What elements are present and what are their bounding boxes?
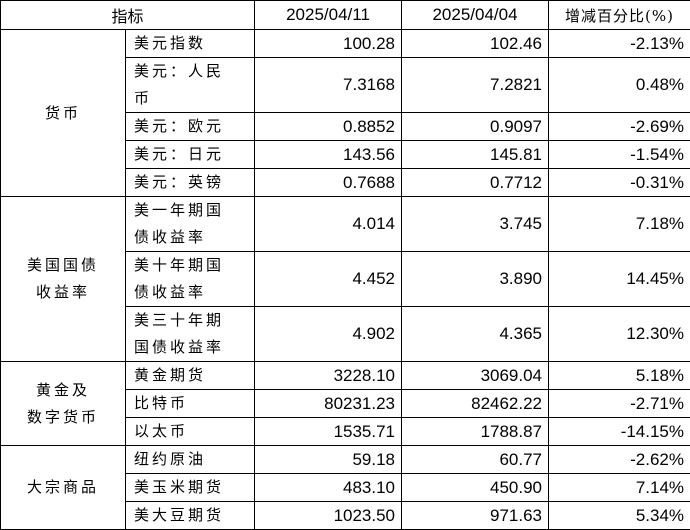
indicator-name: 美玉米期货 (134, 474, 240, 501)
indicator-name: 美元指数 (134, 30, 240, 57)
value-current: 7.3168 (255, 58, 402, 113)
category-cell: 美国国债 收益率 (1, 197, 126, 362)
value-current: 0.8852 (255, 113, 402, 141)
indicator-name: 美大豆期货 (134, 502, 240, 529)
indicator-name-cell: 黄金期货 (126, 362, 255, 390)
indicator-name: 美一年期国债收益率 (134, 197, 240, 251)
value-previous: 0.9097 (402, 113, 549, 141)
value-previous: 102.46 (402, 30, 549, 58)
value-previous: 145.81 (402, 141, 549, 169)
change-pct: 14.45% (549, 252, 690, 307)
change-pct: -1.54% (549, 141, 690, 169)
indicator-name: 美元：日元 (134, 141, 240, 168)
indicator-name-cell: 美三十年期国债收益率 (126, 307, 255, 362)
indicator-name: 纽约原油 (134, 446, 240, 473)
indicator-name-cell: 美十年期国债收益率 (126, 252, 255, 307)
category-cell: 大宗商品 (1, 446, 126, 530)
indicator-name-cell: 纽约原油 (126, 446, 255, 474)
change-pct: -2.69% (549, 113, 690, 141)
value-previous: 3069.04 (402, 362, 549, 390)
indicator-name-cell: 美大豆期货 (126, 502, 255, 530)
value-previous: 971.63 (402, 502, 549, 530)
value-previous: 4.365 (402, 307, 549, 362)
indicator-name-cell: 美元指数 (126, 30, 255, 58)
indicator-name: 美元：欧元 (134, 113, 240, 140)
value-current: 483.10 (255, 474, 402, 502)
value-current: 80231.23 (255, 390, 402, 418)
value-previous: 82462.22 (402, 390, 549, 418)
indicator-name: 比特币 (134, 390, 240, 417)
change-pct: 5.18% (549, 362, 690, 390)
change-pct: -2.62% (549, 446, 690, 474)
header-row: 指标 2025/04/11 2025/04/04 增减百分比(%) (1, 1, 690, 30)
value-previous: 0.7712 (402, 169, 549, 197)
indicator-name: 美元：英镑 (134, 169, 240, 196)
indicator-name: 黄金期货 (134, 362, 240, 389)
category-cell: 货币 (1, 30, 126, 197)
indicator-name-cell: 美元：日元 (126, 141, 255, 169)
indicator-name: 美三十年期国债收益率 (134, 307, 240, 361)
value-previous: 1788.87 (402, 418, 549, 446)
header-date-previous: 2025/04/04 (402, 1, 549, 30)
value-current: 1535.71 (255, 418, 402, 446)
header-date-current: 2025/04/11 (255, 1, 402, 30)
value-current: 143.56 (255, 141, 402, 169)
indicator-name-cell: 美元：人民币 (126, 58, 255, 113)
header-change-pct: 增减百分比(%) (549, 1, 690, 30)
header-indicator: 指标 (1, 1, 255, 30)
value-previous: 450.90 (402, 474, 549, 502)
indicator-name-cell: 美玉米期货 (126, 474, 255, 502)
change-pct: -2.71% (549, 390, 690, 418)
value-current: 0.7688 (255, 169, 402, 197)
indicator-name-cell: 美元：英镑 (126, 169, 255, 197)
value-current: 4.902 (255, 307, 402, 362)
indicator-name: 美元：人民币 (134, 58, 240, 112)
category-cell: 黄金及 数字货币 (1, 362, 126, 446)
value-current: 3228.10 (255, 362, 402, 390)
change-pct: 0.48% (549, 58, 690, 113)
change-pct: 7.14% (549, 474, 690, 502)
change-pct: -2.13% (549, 30, 690, 58)
change-pct: 7.18% (549, 197, 690, 252)
value-current: 4.452 (255, 252, 402, 307)
value-current: 1023.50 (255, 502, 402, 530)
change-pct: -14.15% (549, 418, 690, 446)
value-current: 59.18 (255, 446, 402, 474)
value-previous: 60.77 (402, 446, 549, 474)
indicator-name-cell: 美一年期国债收益率 (126, 197, 255, 252)
change-pct: 5.34% (549, 502, 690, 530)
indicator-name-cell: 美元：欧元 (126, 113, 255, 141)
change-pct: 12.30% (549, 307, 690, 362)
value-previous: 7.2821 (402, 58, 549, 113)
indicator-name-cell: 以太币 (126, 418, 255, 446)
value-previous: 3.745 (402, 197, 549, 252)
value-current: 4.014 (255, 197, 402, 252)
change-pct: -0.31% (549, 169, 690, 197)
indicator-name-cell: 比特币 (126, 390, 255, 418)
indicator-name: 以太币 (134, 418, 240, 445)
value-previous: 3.890 (402, 252, 549, 307)
value-current: 100.28 (255, 30, 402, 58)
indicator-name: 美十年期国债收益率 (134, 252, 240, 306)
